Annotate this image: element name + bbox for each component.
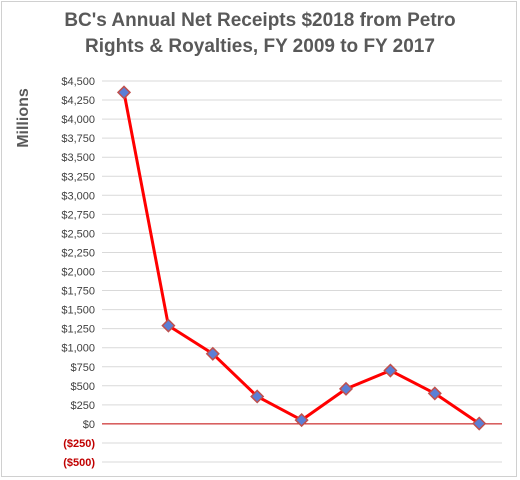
- data-point-marker: [294, 413, 309, 428]
- y-tick-label: $4,000: [61, 114, 95, 126]
- y-tick-label: ($500): [63, 457, 95, 469]
- data-point-marker: [338, 381, 354, 396]
- chart-title: BC's Annual Net Receipts $2018 from Petr…: [0, 8, 520, 60]
- chart-title-line-2: Rights & Royalties, FY 2009 to FY 2017: [85, 36, 435, 57]
- y-tick-label: ($250): [63, 438, 95, 450]
- y-tick-label: $3,750: [61, 133, 95, 145]
- y-tick-label: $2,250: [61, 247, 95, 259]
- data-point-marker: [116, 85, 132, 100]
- data-point-marker: [383, 363, 398, 378]
- y-tick-label: $2,750: [61, 209, 95, 221]
- y-tick-label: $250: [71, 400, 95, 412]
- series-line: [122, 92, 481, 425]
- y-tick-label: $0: [83, 419, 95, 431]
- data-point-marker: [161, 318, 176, 333]
- y-tick-label: $1,250: [61, 324, 95, 336]
- data-point-marker: [472, 416, 487, 431]
- y-tick-label: $1,500: [61, 305, 95, 317]
- y-tick-label: $3,250: [61, 171, 95, 183]
- y-tick-label: $1,000: [61, 343, 95, 355]
- y-tick-label: $1,750: [61, 286, 95, 298]
- data-point-marker: [427, 386, 442, 401]
- y-tick-label: $4,500: [61, 76, 95, 88]
- y-tick-label: $2,500: [61, 228, 95, 240]
- y-tick-label: $500: [71, 381, 95, 393]
- y-tick-label: $3,000: [61, 190, 95, 202]
- chart-title-line-1: BC's Annual Net Receipts $2018 from Petr…: [64, 10, 456, 31]
- y-tick-label: $2,000: [61, 267, 95, 279]
- y-tick-label: $750: [71, 362, 95, 374]
- data-point-marker: [205, 346, 220, 361]
- y-tick-label: $4,250: [61, 95, 95, 107]
- y-tick-label: $3,500: [61, 152, 95, 164]
- data-point-marker: [250, 389, 265, 404]
